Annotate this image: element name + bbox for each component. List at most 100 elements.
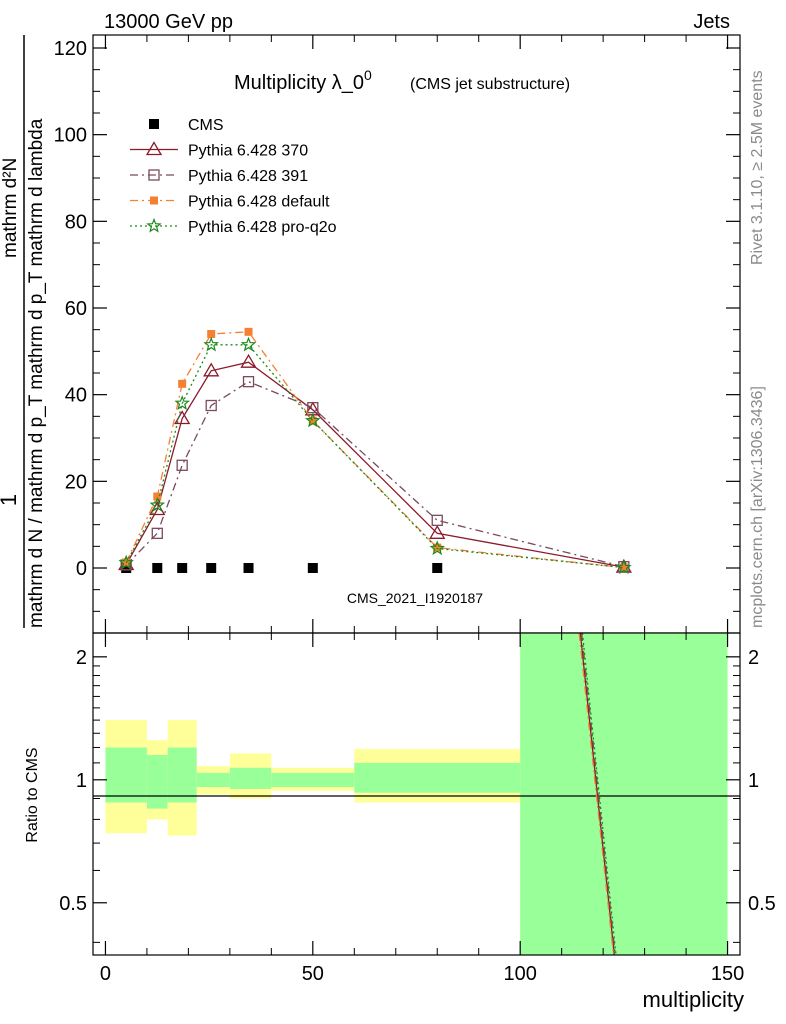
data-point xyxy=(429,525,446,539)
ylabel-top: mathrm d²N xyxy=(0,158,21,258)
main-plot-panel: 0 20 40 60 80 100 120 CMS_2021_I1920187 Multip… xyxy=(54,34,741,634)
x-ticks: 0 50 100 150 xyxy=(100,35,744,985)
main-y-tick-label: 120 xyxy=(54,38,87,60)
main-y-tick-label: 80 xyxy=(65,211,87,233)
legend-swatch-marker xyxy=(149,119,159,129)
side-label-mcplots: mcplots.cern.ch [arXiv:1306.3436] xyxy=(749,386,766,628)
ratio-ylabel: Ratio to CMS xyxy=(24,747,41,842)
watermark: CMS_2021_I1920187 xyxy=(347,590,483,606)
data-point xyxy=(242,376,255,388)
legend-item: Pythia 6.428 default xyxy=(130,194,330,211)
ratio-line xyxy=(581,632,617,956)
data-point xyxy=(429,540,445,556)
data-point xyxy=(205,399,217,412)
x-tick-label: 150 xyxy=(711,963,744,985)
header-left: 13000 GeV pp xyxy=(104,11,233,33)
series-line xyxy=(125,331,624,569)
data-point xyxy=(118,554,134,570)
side-label-rivet: Rivet 3.1.10, ≥ 2.5M events xyxy=(749,70,766,265)
ratio-y-tick-label-right: 2 xyxy=(748,647,759,669)
data-point xyxy=(308,416,317,425)
data-point xyxy=(121,563,132,573)
legend-swatch-marker xyxy=(146,217,162,233)
legend-label: Pythia 6.428 370 xyxy=(188,143,308,160)
data-point xyxy=(203,336,219,352)
main-y-tick-label: 0 xyxy=(76,558,87,580)
legend-label: Pythia 6.428 pro-q2o xyxy=(188,219,337,236)
main-y-tick-label: 60 xyxy=(65,298,87,320)
data-point xyxy=(619,563,628,572)
ratio-y-tick-label: 2 xyxy=(76,647,87,669)
data-point xyxy=(177,563,188,573)
ratio-band-inner xyxy=(229,767,272,789)
series-2 xyxy=(120,376,630,573)
data-point xyxy=(151,527,163,539)
data-point xyxy=(616,559,632,575)
data-point xyxy=(176,459,188,471)
legend-item: CMS xyxy=(149,117,224,134)
series-line xyxy=(125,380,625,568)
data-point xyxy=(243,563,254,573)
header-right: Jets xyxy=(693,11,730,33)
x-axis-label: multiplicity xyxy=(643,987,744,1012)
data-point xyxy=(207,330,216,338)
data-point xyxy=(203,362,220,377)
ratio-band-inner xyxy=(271,772,355,788)
series-line xyxy=(125,361,625,568)
main-y-tick-label: 20 xyxy=(65,471,87,493)
data-point xyxy=(152,563,163,573)
plot-title-sup: 0 xyxy=(364,67,372,83)
ratio-y-tick-label: 1 xyxy=(76,770,87,792)
legend-label: Pythia 6.428 391 xyxy=(188,168,308,185)
data-point xyxy=(206,563,217,573)
data-point xyxy=(174,395,191,410)
data-point xyxy=(149,497,166,512)
legend-item: Pythia 6.428 370 xyxy=(130,141,308,160)
ratio-line xyxy=(579,632,615,956)
ratio-y-tick-label-right: 0.5 xyxy=(748,893,776,915)
legend-item: Pythia 6.428 391 xyxy=(130,168,308,185)
ratio-plot-panel: 0.5 0.5 1 1 2 2 0 50 100 150 Ratio to CMS multip… xyxy=(24,35,776,1012)
series-0 xyxy=(121,563,443,573)
data-point xyxy=(240,336,257,352)
legend-label: Pythia 6.428 default xyxy=(188,194,330,211)
legend-item: Pythia 6.428 pro-q2o xyxy=(130,217,337,236)
main-series-group xyxy=(118,327,633,575)
series-line xyxy=(125,344,624,569)
ratio-bands xyxy=(105,633,728,955)
ylabel-numerator: 1 xyxy=(0,494,21,506)
ratio-y-tick-label: 0.5 xyxy=(59,893,87,915)
series-4 xyxy=(118,336,632,575)
ratio-band-inner xyxy=(167,747,197,803)
ratio-y-tick-label-right: 1 xyxy=(748,770,759,792)
data-point xyxy=(153,492,162,501)
legend-label: CMS xyxy=(188,117,224,134)
ratio-band-inner xyxy=(196,772,230,788)
legend: CMS Pythia 6.428 370 Pythia 6.428 391 Pythi… xyxy=(130,117,337,236)
plot-title-text: Multiplicity λ_0 xyxy=(234,72,364,94)
data-point xyxy=(307,563,318,573)
data-point xyxy=(244,327,253,336)
ratio-band-inner xyxy=(520,633,728,955)
main-y-tick-label: 100 xyxy=(54,125,87,147)
x-tick-label: 100 xyxy=(503,963,536,985)
series-3 xyxy=(122,327,628,572)
main-y-ticks: 0 20 40 60 80 100 120 xyxy=(54,38,740,612)
plot-title: Multiplicity λ_00 xyxy=(234,67,372,94)
x-tick-label: 50 xyxy=(302,963,324,985)
legend-swatch-marker xyxy=(148,169,160,181)
ratio-plot-frame xyxy=(92,632,741,956)
legend-swatch-marker xyxy=(145,141,163,156)
ylabel-denominator: mathrm d N / mathrm d p_T mathrm d p_T m… xyxy=(26,118,47,628)
ratio-band-inner xyxy=(354,762,521,793)
legend-swatch-marker xyxy=(150,196,158,205)
data-point xyxy=(178,379,187,388)
plot-subtitle: (CMS jet substructure) xyxy=(410,76,570,93)
main-y-tick-label: 40 xyxy=(65,385,87,407)
data-point xyxy=(304,412,321,428)
data-point xyxy=(240,353,257,368)
ratio-band-inner xyxy=(105,747,147,803)
data-point xyxy=(431,514,443,526)
x-tick-label: 0 xyxy=(100,963,111,985)
